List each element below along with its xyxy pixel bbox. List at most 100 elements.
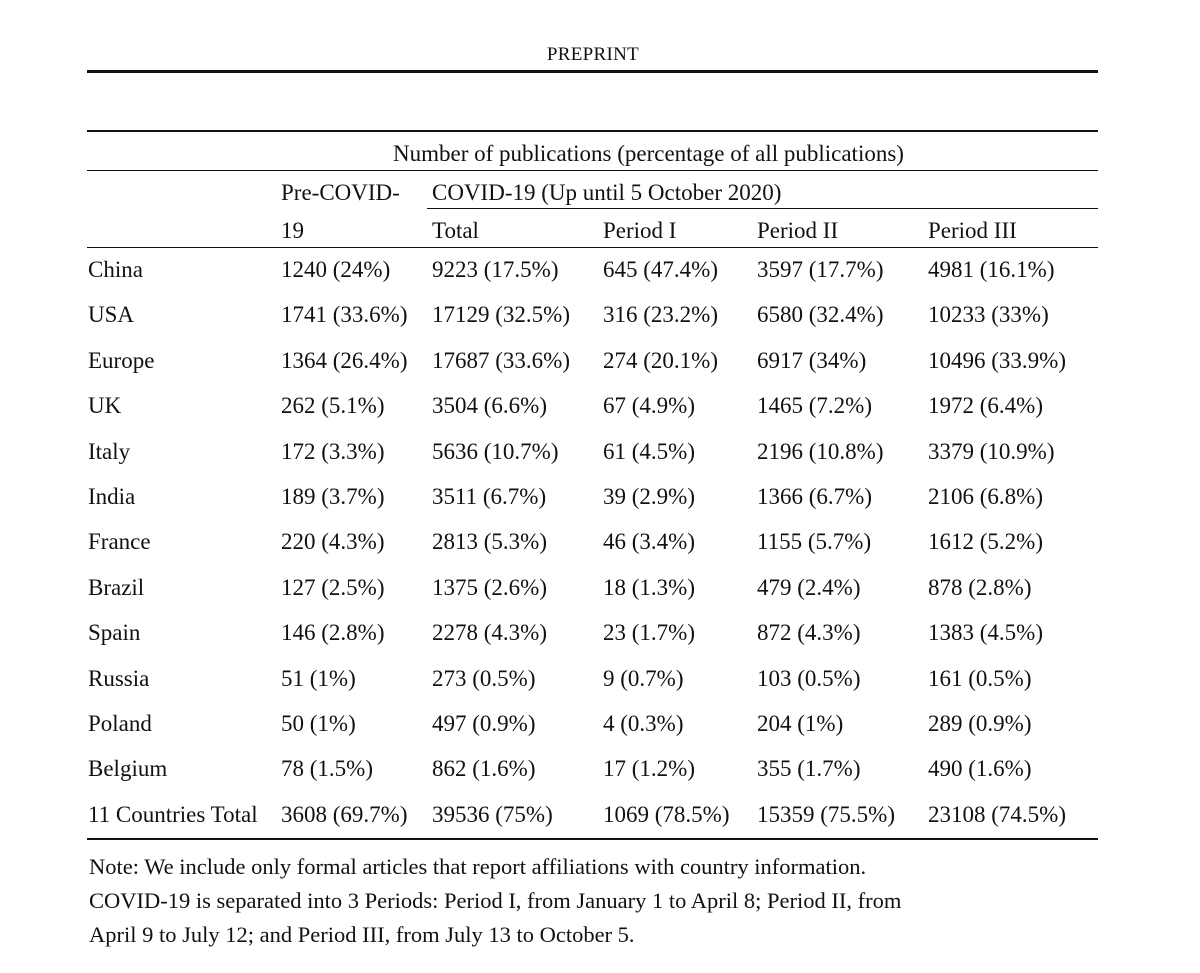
pre-covid-cell: 127 (2.5%) bbox=[281, 574, 385, 600]
header-period-2: Period II bbox=[757, 218, 839, 243]
period-3-cell: 490 (1.6%) bbox=[928, 756, 1032, 782]
country-cell: 11 Countries Total bbox=[88, 801, 258, 827]
pre-covid-cell: 172 (3.3%) bbox=[281, 438, 385, 464]
pre-covid-cell: 50 (1%) bbox=[281, 711, 356, 736]
pre-covid-cell: 262 (5.1%) bbox=[281, 393, 385, 419]
total-cell: 3504 (6.6%) bbox=[432, 393, 547, 419]
period-3-cell: 2106 (6.8%) bbox=[928, 484, 1043, 509]
country-cell: Belgium bbox=[88, 756, 168, 782]
total-cell: 39536 (75%) bbox=[432, 801, 553, 827]
total-cell: 17687 (33.6%) bbox=[432, 347, 570, 373]
period-3-cell: 1612 (5.2%) bbox=[928, 529, 1043, 555]
header-covid-title: COVID-19 (Up until 5 October 2020) bbox=[432, 180, 782, 205]
period-3-cell: 1972 (6.4%) bbox=[928, 393, 1043, 419]
country-cell: Russia bbox=[88, 665, 150, 691]
header-period-3: Period III bbox=[928, 218, 1017, 243]
country-cell: UK bbox=[88, 393, 122, 419]
table-row: Belgium 78 (1.5%) 862 (1.6%) 17 (1.2%) 355 (… bbox=[0, 757, 1200, 787]
total-cell: 3511 (6.7%) bbox=[432, 484, 547, 509]
period-1-cell: 18 (1.3%) bbox=[603, 574, 695, 600]
period-1-cell: 67 (4.9%) bbox=[603, 393, 695, 419]
table-bottom-rule bbox=[87, 838, 1098, 840]
table-note: Note: We include only formal articles th… bbox=[89, 850, 1089, 952]
period-3-cell: 3379 (10.9%) bbox=[928, 438, 1055, 464]
table-row: Poland 50 (1%) 497 (0.9%) 4 (0.3%) 204 (1%) 2… bbox=[0, 712, 1200, 742]
country-cell: Brazil bbox=[88, 574, 145, 600]
note-line-3: April 9 to July 12; and Period III, from… bbox=[89, 922, 635, 947]
period-1-cell: 4 (0.3%) bbox=[603, 711, 684, 736]
period-3-cell: 10496 (33.9%) bbox=[928, 347, 1066, 373]
table-row: UK 262 (5.1%) 3504 (6.6%) 67 (4.9%) 1465 (7.… bbox=[0, 394, 1200, 424]
period-1-cell: 9 (0.7%) bbox=[603, 665, 684, 691]
period-1-cell: 39 (2.9%) bbox=[603, 484, 695, 509]
pre-covid-cell: 51 (1%) bbox=[281, 665, 356, 691]
note-line-1: Note: We include only formal articles th… bbox=[89, 854, 867, 879]
table-top-rule bbox=[87, 130, 1098, 132]
pre-covid-cell: 189 (3.7%) bbox=[281, 484, 385, 509]
header-pre-covid-line1: Pre-COVID- bbox=[281, 180, 400, 205]
total-cell: 2813 (5.3%) bbox=[432, 529, 547, 555]
period-2-cell: 1155 (5.7%) bbox=[757, 529, 872, 555]
total-cell: 497 (0.9%) bbox=[432, 711, 536, 736]
table-row: Russia 51 (1%) 273 (0.5%) 9 (0.7%) 103 (0.5%… bbox=[0, 667, 1200, 697]
table-span-title: Number of publications (percentage of al… bbox=[393, 141, 904, 166]
country-cell: India bbox=[88, 484, 136, 509]
header-period-1: Period I bbox=[603, 218, 677, 243]
table-row: Europe 1364 (26.4%) 17687 (33.6%) 274 (20.1… bbox=[0, 349, 1200, 379]
period-2-cell: 1366 (6.7%) bbox=[757, 484, 872, 509]
period-1-cell: 61 (4.5%) bbox=[603, 438, 695, 464]
pre-covid-cell: 1364 (26.4%) bbox=[281, 347, 408, 373]
period-2-cell: 872 (4.3%) bbox=[757, 620, 861, 646]
total-cell: 1375 (2.6%) bbox=[432, 574, 547, 600]
table-row: USA 1741 (33.6%) 17129 (32.5%) 316 (23.2%) 6… bbox=[0, 303, 1200, 333]
country-cell: France bbox=[88, 529, 151, 555]
period-3-cell: 1383 (4.5%) bbox=[928, 620, 1043, 646]
period-1-cell: 23 (1.7%) bbox=[603, 620, 695, 646]
table-row: Italy 172 (3.3%) 5636 (10.7%) 61 (4.5%) 2196… bbox=[0, 440, 1200, 470]
pre-covid-cell: 1741 (33.6%) bbox=[281, 302, 408, 328]
period-2-cell: 3597 (17.7%) bbox=[757, 257, 884, 282]
header-pre-covid-line2: 19 bbox=[281, 218, 304, 243]
period-3-cell: 10233 (33%) bbox=[928, 302, 1049, 328]
period-1-cell: 17 (1.2%) bbox=[603, 756, 695, 782]
period-2-cell: 103 (0.5%) bbox=[757, 665, 861, 691]
period-3-cell: 23108 (74.5%) bbox=[928, 801, 1066, 827]
period-1-cell: 645 (47.4%) bbox=[603, 257, 718, 282]
pre-covid-cell: 1240 (24%) bbox=[281, 257, 391, 282]
pre-covid-cell: 78 (1.5%) bbox=[281, 756, 373, 782]
period-2-cell: 1465 (7.2%) bbox=[757, 393, 872, 419]
period-1-cell: 316 (23.2%) bbox=[603, 302, 718, 328]
header-total: Total bbox=[432, 218, 479, 243]
period-1-cell: 1069 (78.5%) bbox=[603, 801, 730, 827]
total-cell: 2278 (4.3%) bbox=[432, 620, 547, 646]
period-3-cell: 4981 (16.1%) bbox=[928, 257, 1055, 282]
table-row: Spain 146 (2.8%) 2278 (4.3%) 23 (1.7%) 872 (… bbox=[0, 621, 1200, 651]
table-header-bottom-rule bbox=[87, 247, 1098, 249]
country-cell: Poland bbox=[88, 711, 152, 736]
note-line-2: COVID-19 is separated into 3 Periods: Pe… bbox=[89, 888, 902, 913]
period-3-cell: 161 (0.5%) bbox=[928, 665, 1032, 691]
pre-covid-cell: 146 (2.8%) bbox=[281, 620, 385, 646]
period-2-cell: 2196 (10.8%) bbox=[757, 438, 884, 464]
period-1-cell: 46 (3.4%) bbox=[603, 529, 695, 555]
pre-covid-cell: 3608 (69.7%) bbox=[281, 801, 408, 827]
country-cell: USA bbox=[88, 302, 135, 328]
period-2-cell: 15359 (75.5%) bbox=[757, 801, 895, 827]
table-row: Brazil 127 (2.5%) 1375 (2.6%) 18 (1.3%) 479 … bbox=[0, 576, 1200, 606]
period-2-cell: 479 (2.4%) bbox=[757, 574, 861, 600]
table-row: China 1240 (24%) 9223 (17.5%) 645 (47.4%) 35… bbox=[0, 258, 1200, 288]
table-rule-2 bbox=[87, 170, 1098, 172]
country-cell: Europe bbox=[88, 347, 155, 373]
table-row: India 189 (3.7%) 3511 (6.7%) 39 (2.9%) 1366 … bbox=[0, 485, 1200, 515]
total-cell: 273 (0.5%) bbox=[432, 665, 536, 691]
country-cell: China bbox=[88, 257, 143, 282]
country-cell: Italy bbox=[88, 438, 131, 464]
table-row: 11 Countries Total 3608 (69.7%) 39536 (75%… bbox=[0, 803, 1200, 833]
period-2-cell: 6580 (32.4%) bbox=[757, 302, 884, 328]
period-2-cell: 204 (1%) bbox=[757, 711, 844, 736]
period-1-cell: 274 (20.1%) bbox=[603, 347, 718, 373]
total-cell: 9223 (17.5%) bbox=[432, 257, 559, 282]
pre-covid-cell: 220 (4.3%) bbox=[281, 529, 385, 555]
period-3-cell: 878 (2.8%) bbox=[928, 574, 1032, 600]
covid-subheader-rule bbox=[427, 208, 1098, 210]
